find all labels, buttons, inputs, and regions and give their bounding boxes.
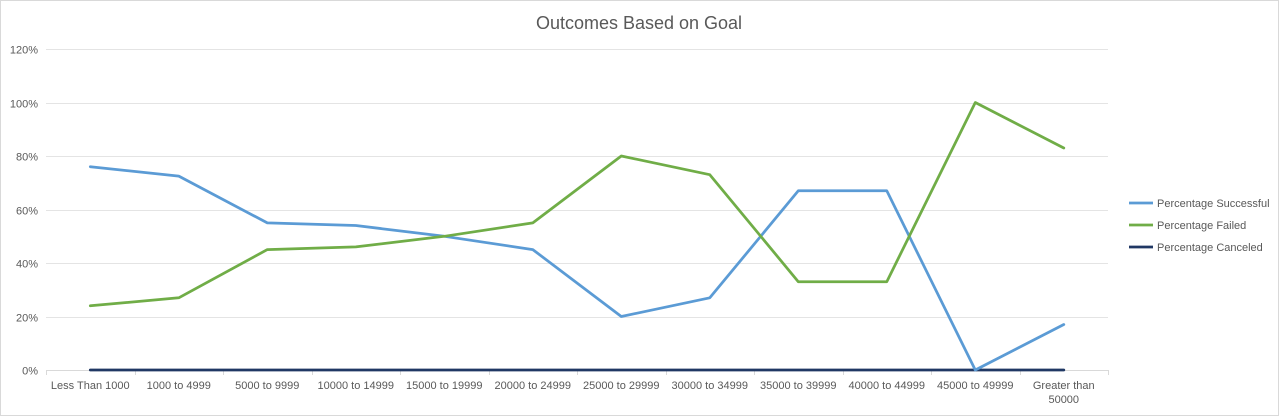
x-tick-label: 35000 to 39999	[760, 380, 836, 392]
x-tick-label: 45000 to 49999	[937, 380, 1013, 392]
legend-entry-label: Percentage Failed	[1157, 220, 1246, 232]
y-tick-label: 60%	[16, 206, 38, 218]
gridlines	[46, 49, 1108, 371]
y-tick-label: 100%	[10, 99, 38, 111]
x-tick-label: 25000 to 29999	[583, 380, 659, 392]
series-line-percentage-successful	[88, 165, 1066, 372]
y-tick-label: 40%	[16, 259, 38, 271]
legend-entry-label: Percentage Canceled	[1157, 242, 1263, 254]
x-axis-ticks: Less Than 1000 1000 to 4999 5000 to 9999 10…	[46, 370, 1109, 406]
legend-entry-label: Percentage Successful	[1157, 198, 1270, 210]
chart-title: Outcomes Based on Goal	[536, 13, 742, 33]
x-tick-label: 30000 to 34999	[672, 380, 748, 392]
x-tick-label: Greater than 50000	[1033, 380, 1095, 406]
y-tick-label: 0%	[22, 366, 38, 378]
x-tick-label: Less Than 1000	[51, 380, 130, 392]
x-tick-label: 10000 to 14999	[318, 380, 394, 392]
x-tick-label: 20000 to 24999	[495, 380, 571, 392]
x-tick-label: 5000 to 9999	[235, 380, 299, 392]
y-tick-label: 20%	[16, 313, 38, 325]
x-tick-label: 1000 to 4999	[147, 380, 211, 392]
series-line-percentage-failed	[88, 101, 1066, 308]
x-tick-label: 40000 to 44999	[849, 380, 925, 392]
y-axis-ticks: 0% 20% 40% 60% 80% 100% 120%	[10, 45, 38, 378]
y-tick-label: 120%	[10, 45, 38, 57]
series-lines	[88, 101, 1066, 372]
x-tick-label: 15000 to 19999	[406, 380, 482, 392]
y-tick-label: 80%	[16, 152, 38, 164]
legend: Percentage Successful Percentage Failed Pe…	[1129, 198, 1270, 254]
